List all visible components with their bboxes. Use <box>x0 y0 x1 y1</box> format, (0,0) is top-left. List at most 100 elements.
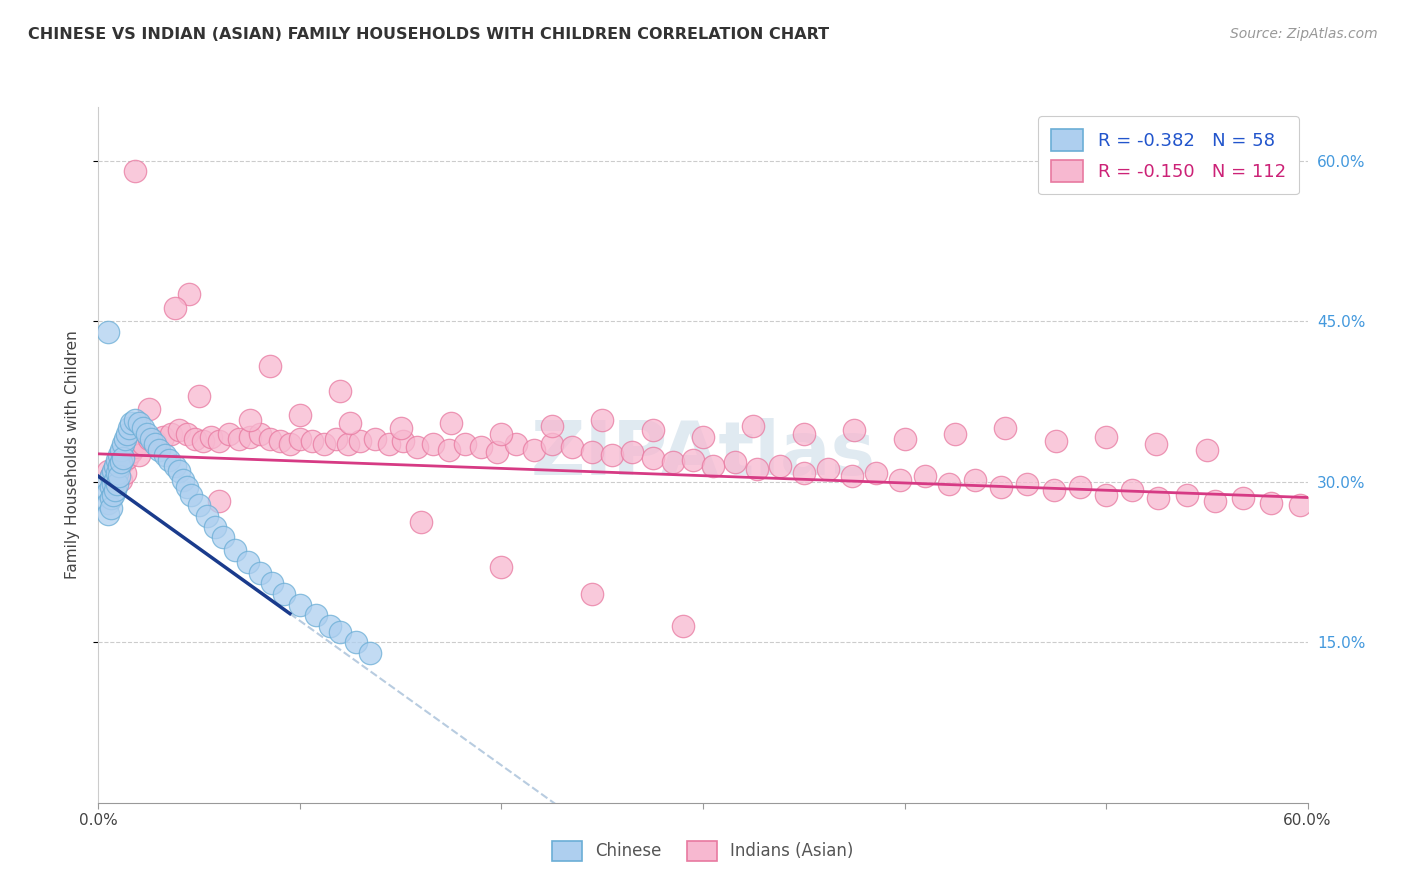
Point <box>523 442 546 457</box>
Point <box>339 416 361 430</box>
Point <box>236 555 259 569</box>
Point <box>105 453 128 467</box>
Point <box>97 464 120 478</box>
Point <box>990 480 1012 494</box>
Point <box>1069 480 1091 494</box>
Point <box>176 480 198 494</box>
Point <box>143 437 166 451</box>
Point <box>377 437 399 451</box>
Point <box>793 466 815 480</box>
Point <box>128 416 150 430</box>
Point <box>1146 437 1168 451</box>
Point <box>437 442 460 457</box>
Point <box>103 473 125 487</box>
Point <box>994 421 1017 435</box>
Point <box>278 437 301 451</box>
Point <box>641 423 664 437</box>
Point <box>1204 494 1226 508</box>
Point <box>259 432 281 446</box>
Point <box>391 434 413 448</box>
Point <box>101 487 124 501</box>
Point <box>1147 491 1170 505</box>
Point <box>200 430 222 444</box>
Point <box>120 416 142 430</box>
Point <box>893 432 915 446</box>
Point <box>100 480 122 494</box>
Point <box>747 462 769 476</box>
Point <box>193 434 215 448</box>
Point <box>111 451 134 466</box>
Point <box>314 437 336 451</box>
Point <box>470 441 492 455</box>
Point <box>100 501 122 516</box>
Point <box>180 487 202 501</box>
Point <box>440 416 463 430</box>
Point <box>111 437 134 451</box>
Point <box>561 441 583 455</box>
Point <box>305 608 328 623</box>
Point <box>101 476 124 491</box>
Point <box>1042 483 1064 498</box>
Point <box>325 432 347 446</box>
Point <box>115 426 138 441</box>
Point <box>1095 487 1118 501</box>
Point <box>120 444 142 458</box>
Point <box>486 444 509 458</box>
Text: Source: ZipAtlas.com: Source: ZipAtlas.com <box>1230 27 1378 41</box>
Point <box>943 426 966 441</box>
Point <box>107 469 129 483</box>
Point <box>641 451 664 466</box>
Point <box>128 448 150 462</box>
Point <box>103 458 125 473</box>
Point <box>135 426 157 441</box>
Y-axis label: Family Households with Children: Family Households with Children <box>65 331 80 579</box>
Point <box>337 437 360 451</box>
Point <box>914 469 936 483</box>
Point <box>100 469 122 483</box>
Point <box>101 464 124 478</box>
Point <box>581 444 603 458</box>
Point <box>260 576 283 591</box>
Point <box>491 426 513 441</box>
Point <box>138 432 160 446</box>
Point <box>97 496 120 510</box>
Point <box>107 458 129 473</box>
Point <box>1232 491 1254 505</box>
Point <box>865 466 887 480</box>
Point <box>160 426 183 441</box>
Point <box>329 384 352 398</box>
Point <box>153 448 176 462</box>
Point <box>841 469 863 483</box>
Point <box>208 494 231 508</box>
Point <box>239 430 262 444</box>
Point <box>1260 496 1282 510</box>
Point <box>100 491 122 505</box>
Point <box>602 448 624 462</box>
Point <box>793 426 815 441</box>
Point <box>1288 498 1310 512</box>
Point <box>692 430 714 444</box>
Point <box>288 432 311 446</box>
Point <box>621 444 644 458</box>
Point <box>228 432 250 446</box>
Point <box>110 455 132 469</box>
Point <box>1121 483 1143 498</box>
Point <box>409 516 432 530</box>
Point <box>111 455 134 469</box>
Point <box>148 442 170 457</box>
Point <box>212 530 235 544</box>
Point <box>288 598 311 612</box>
Point <box>224 543 246 558</box>
Point <box>1195 442 1218 457</box>
Point <box>301 434 323 448</box>
Point <box>889 473 911 487</box>
Point <box>100 469 122 483</box>
Point <box>682 453 704 467</box>
Text: ZIPAtlas: ZIPAtlas <box>530 418 876 491</box>
Point <box>329 624 352 639</box>
Point <box>249 426 271 441</box>
Point <box>541 419 564 434</box>
Point <box>363 432 385 446</box>
Point <box>204 519 226 533</box>
Point <box>454 437 477 451</box>
